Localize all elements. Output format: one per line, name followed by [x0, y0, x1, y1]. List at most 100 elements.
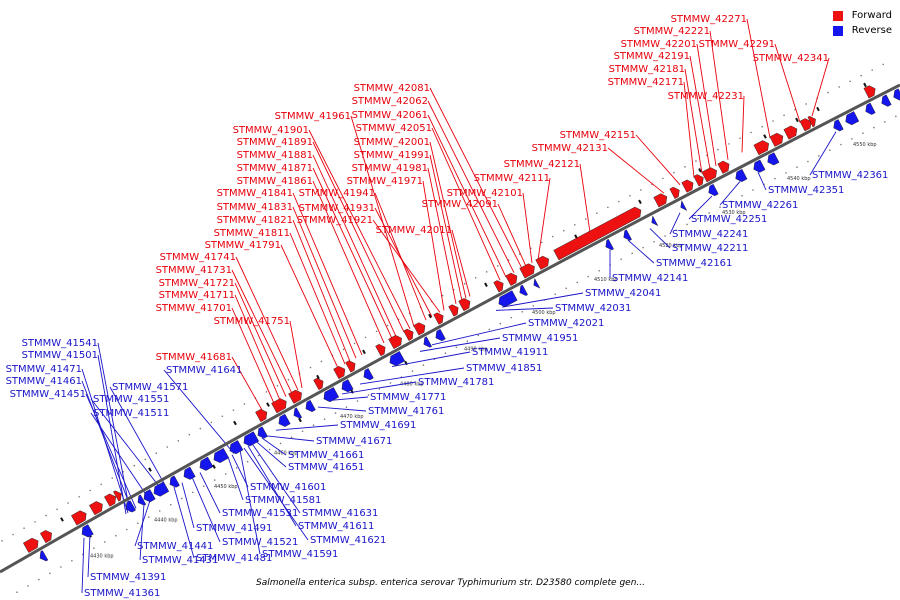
leader-line — [292, 192, 363, 356]
reverse-gene-label: STMMW_41641 — [166, 365, 242, 376]
forward-gene-label: STMMW_41941 — [299, 188, 375, 199]
reverse-gene-block — [735, 168, 748, 182]
reverse-gene-label: STMMW_41511 — [93, 408, 169, 419]
tick-dot — [849, 80, 851, 83]
tick-dot — [829, 149, 831, 151]
tick-dot — [144, 458, 147, 461]
leader-line — [689, 55, 711, 170]
marker-tick — [266, 402, 270, 407]
forward-gene-block — [553, 206, 642, 261]
reverse-gene-label: STMMW_41631 — [302, 508, 378, 519]
tick-dot — [499, 322, 502, 325]
gene-arrow — [623, 229, 632, 241]
gene-arrow — [89, 501, 103, 516]
legend-reverse: Reverse — [832, 23, 892, 38]
forward-gene-label: STMMW_41931 — [299, 203, 375, 214]
gene-arrow — [113, 490, 122, 502]
gene-arrow — [363, 368, 374, 381]
tick-dot — [364, 336, 367, 339]
tick-dot — [210, 421, 213, 424]
reverse-gene-label: STMMW_41361 — [84, 588, 160, 599]
reverse-gene-block — [293, 407, 303, 419]
tick-dot — [485, 271, 488, 273]
axis-tick-label: 4480 kbp — [400, 381, 424, 387]
tick-dot — [378, 388, 381, 390]
tick-dot — [100, 483, 102, 486]
tick-dot — [221, 415, 224, 418]
marker-tick — [233, 420, 237, 426]
reverse-gene-label: STMMW_41851 — [466, 363, 542, 374]
leader-line — [709, 30, 729, 160]
tick-dot — [642, 246, 644, 249]
tick-dot — [774, 177, 776, 180]
forward-gene-label: STMMW_42131 — [532, 143, 608, 154]
gene-arrow — [333, 366, 346, 380]
tick-dot — [741, 194, 743, 197]
gene-arrow — [104, 493, 116, 507]
leader-line — [97, 354, 127, 515]
tick-dot — [684, 166, 686, 168]
forward-gene-label: STMMW_42091 — [422, 199, 498, 210]
tick-dot — [862, 132, 864, 135]
reverse-gene-block — [833, 119, 844, 132]
forward-gene-block — [345, 360, 356, 373]
tick-dot — [521, 310, 524, 313]
reverse-gene-label: STMMW_41581 — [245, 495, 321, 506]
forward-gene-label: STMMW_42011 — [376, 225, 452, 236]
leader-line — [607, 147, 665, 194]
gene-arrow — [433, 312, 444, 325]
leader-line — [261, 437, 287, 456]
gene-arrow — [403, 328, 414, 341]
gene-arrow — [169, 475, 180, 488]
gene-arrow — [735, 168, 748, 182]
tick-dot — [155, 452, 158, 454]
gene-arrow — [341, 379, 354, 393]
forward-gene-label: STMMW_41751 — [214, 316, 290, 327]
tick-dot — [785, 172, 787, 174]
axis-tick-label: 4430 kbp — [90, 554, 114, 560]
tick-dot — [840, 143, 842, 146]
forward-gene-block — [104, 493, 116, 507]
tick-dot — [827, 91, 829, 94]
reverse-gene-label: STMMW_41661 — [288, 450, 364, 461]
tick-dot — [620, 258, 622, 260]
reverse-gene-block — [708, 183, 719, 197]
leader-line — [312, 180, 385, 344]
reverse-gene-block — [243, 431, 260, 447]
gene-arrow — [39, 550, 49, 562]
tick-dot — [585, 218, 587, 220]
tick-dot — [60, 566, 62, 568]
leader-line — [495, 307, 554, 311]
axis-tick-label: 4510 kbp — [594, 277, 618, 283]
gene-arrow — [799, 118, 812, 132]
marker-tick — [212, 464, 216, 469]
gene-arrow — [865, 102, 876, 115]
leader-line — [350, 115, 415, 327]
tick-dot — [551, 235, 554, 238]
tick-dot — [596, 212, 598, 214]
reverse-gene-label: STMMW_41761 — [368, 406, 444, 417]
tick-dot — [34, 521, 36, 523]
gene-arrow — [288, 389, 302, 404]
gene-arrow — [680, 200, 688, 211]
leader-line — [497, 203, 527, 267]
axis-tick-label: 4520 kbp — [659, 243, 683, 249]
forward-gene-block — [448, 304, 459, 317]
leader-line — [419, 337, 501, 352]
tick-dot — [750, 131, 752, 134]
tick-dot — [67, 502, 69, 504]
reverse-gene-block — [389, 351, 406, 367]
tick-dot — [353, 342, 356, 345]
leader-line — [627, 239, 655, 264]
gene-arrow — [243, 431, 260, 447]
tick-dot — [213, 479, 216, 481]
tick-dot — [411, 370, 414, 372]
reverse-gene-label: STMMW_41501 — [22, 350, 98, 361]
tick-dot — [474, 276, 477, 279]
leader-line — [231, 454, 249, 488]
reverse-gene-block — [623, 229, 632, 241]
marker-tick — [484, 282, 488, 287]
leader-line — [635, 134, 681, 186]
forward-gene-block — [769, 132, 784, 147]
forward-gene-block — [89, 501, 103, 516]
